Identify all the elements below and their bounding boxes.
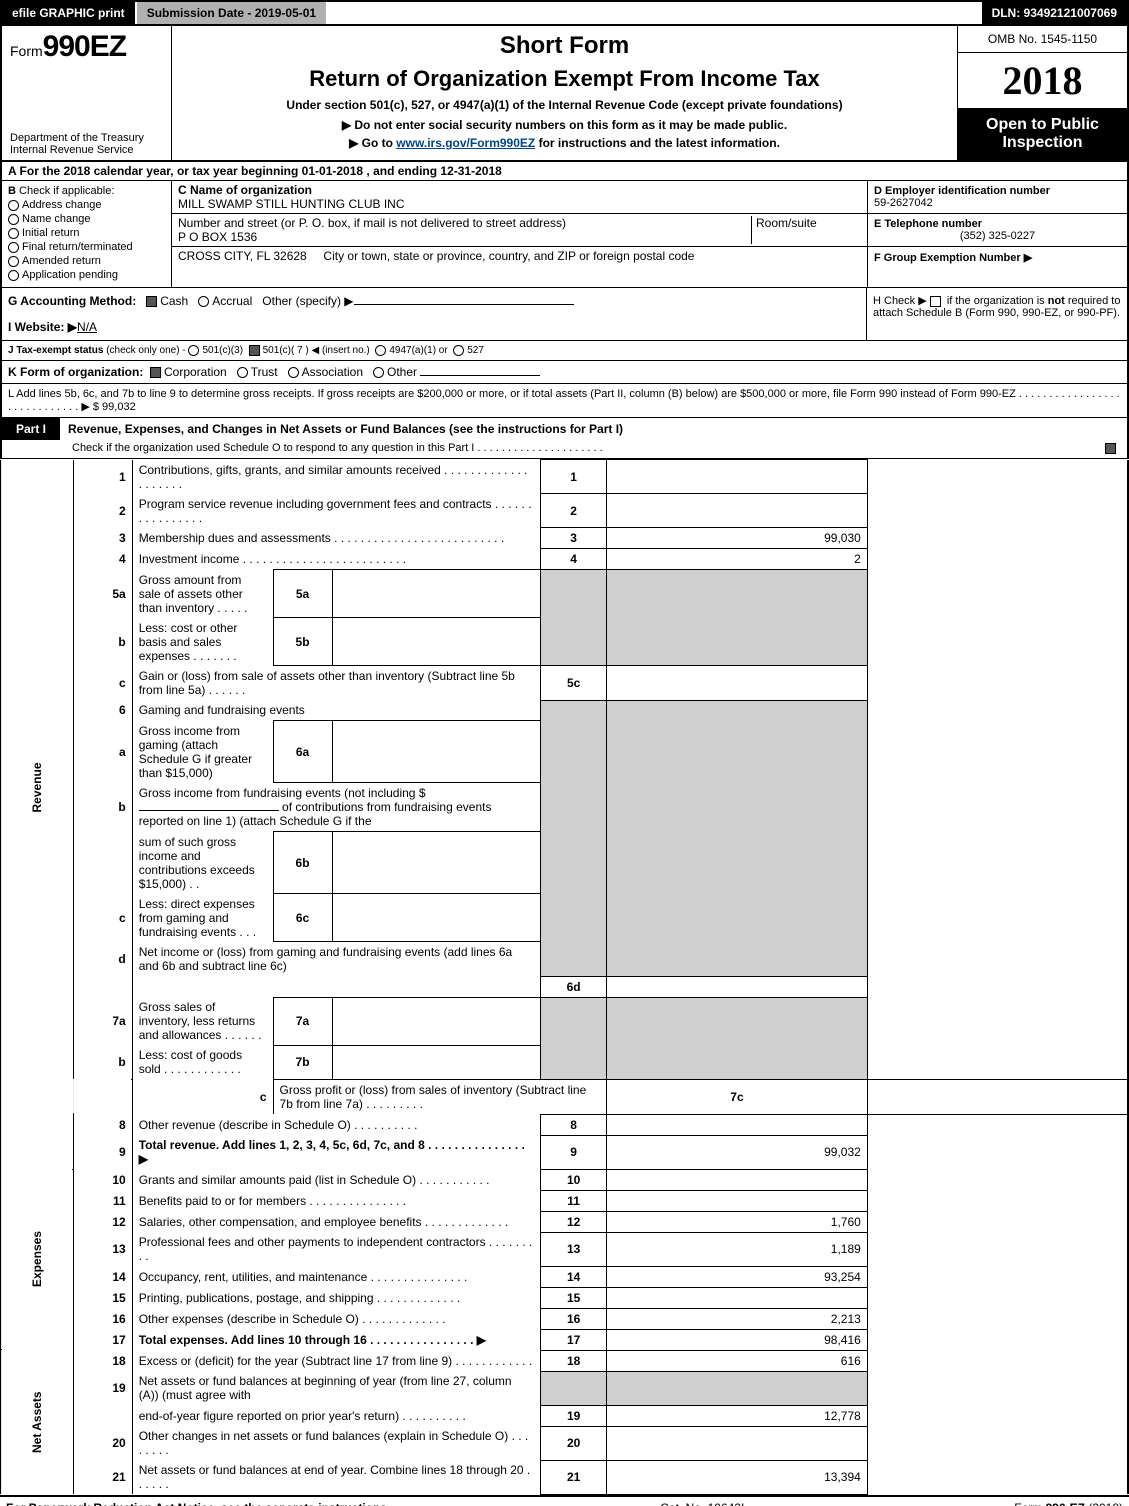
j-501c3-radio[interactable] [188,345,199,356]
form-header: Form990EZ Department of the Treasury Int… [0,26,1129,162]
omb-number: OMB No. 1545-1150 [958,26,1127,53]
row-a-tax-year: A For the 2018 calendar year, or tax yea… [0,162,1129,181]
city-value: CROSS CITY, FL 32628 [178,249,307,263]
line-1-val [607,460,868,494]
line-17-val: 98,416 [607,1329,868,1350]
form-title: Return of Organization Exempt From Incom… [182,66,947,92]
paperwork-notice: For Paperwork Reduction Act Notice, see … [6,1501,390,1506]
accrual-checkbox[interactable] [198,296,209,307]
part-1-title: Revenue, Expenses, and Changes in Net As… [60,418,1127,440]
address-change-checkbox[interactable] [8,200,19,211]
form-number: Form990EZ [10,30,163,64]
line-1-no: 1 [73,460,132,494]
row-j-tax-exempt: J Tax-exempt status (check only one) - 5… [0,341,1129,361]
part-1-header: Part I Revenue, Expenses, and Changes in… [0,418,1129,440]
line-14-val: 93,254 [607,1266,868,1287]
row-k-org-form: K Form of organization: Corporation Trus… [0,361,1129,384]
revenue-side-label: Revenue [1,460,73,1115]
tax-year: 2018 [958,53,1127,108]
line-9-val: 99,032 [607,1135,868,1169]
line-16-val: 2,213 [607,1308,868,1329]
ein-value: 59-2627042 [874,197,1121,209]
org-name: MILL SWAMP STILL HUNTING CLUB INC [178,197,861,211]
part-1-subtitle: Check if the organization used Schedule … [0,440,1129,459]
open-to-public: Open to PublicInspection [958,108,1127,160]
goto-instructions: ▶ Go to www.irs.gov/Form990EZ for instru… [182,136,947,150]
h-checkbox[interactable] [930,296,941,307]
k-other-checkbox[interactable] [373,367,384,378]
line-3-val: 99,030 [607,528,868,549]
room-suite-label: Room/suite [751,216,861,244]
schedule-o-checkbox[interactable] [1105,443,1116,454]
expenses-side-label: Expenses [1,1169,73,1350]
c-name-label: C Name of organization [178,183,861,197]
website-value: N/A [77,320,97,334]
dln-label: DLN: 93492121007069 [982,2,1127,24]
submission-date-label: Submission Date - 2019-05-01 [137,2,328,24]
efile-print-button[interactable]: efile GRAPHIC print [2,2,137,24]
page-footer: For Paperwork Reduction Act Notice, see … [0,1495,1129,1506]
part-1-tag: Part I [2,418,60,440]
line-4-val: 2 [607,549,868,570]
j-501c-radio[interactable] [249,345,260,356]
phone-value: (352) 325-0227 [874,230,1121,242]
netassets-side-label: Net Assets [1,1350,73,1494]
k-trust-checkbox[interactable] [237,367,248,378]
h-schedule-b: H Check ▶ if the organization is not req… [867,288,1127,340]
k-corp-checkbox[interactable] [150,367,161,378]
e-phone-label: E Telephone number [874,218,1121,230]
address-value: P O BOX 1536 [178,230,751,244]
irs-link[interactable]: www.irs.gov/Form990EZ [396,136,535,150]
form-ref: Form 990-EZ (2018) [1014,1501,1123,1506]
row-g-h: G Accounting Method: Cash Accrual Other … [0,288,1129,341]
line-13-val: 1,189 [607,1232,868,1266]
f-group-exemption-label: F Group Exemption Number ▶ [874,251,1121,264]
line-21-val: 13,394 [607,1460,868,1494]
k-assoc-checkbox[interactable] [288,367,299,378]
department-label: Department of the Treasury Internal Reve… [10,120,163,156]
row-l-gross-receipts: L Add lines 5b, 6c, and 7b to line 9 to … [0,384,1129,418]
name-change-checkbox[interactable] [8,214,19,225]
line-18-val: 616 [607,1350,868,1371]
short-form-title: Short Form [182,32,947,60]
final-return-checkbox[interactable] [8,242,19,253]
j-4947-radio[interactable] [375,345,386,356]
cash-checkbox[interactable] [146,296,157,307]
line-19-val: 12,778 [607,1405,868,1426]
line-1-desc: Contributions, gifts, grants, and simila… [132,460,540,494]
cat-no: Cat. No. 10642I [660,1501,744,1506]
j-527-radio[interactable] [453,345,464,356]
city-label: City or town, state or province, country… [323,249,694,263]
initial-return-checkbox[interactable] [8,228,19,239]
line-12-val: 1,760 [607,1211,868,1232]
d-ein-label: D Employer identification number [874,185,1121,197]
line-1-num: 1 [541,460,607,494]
top-bar: efile GRAPHIC print Submission Date - 20… [0,0,1129,26]
address-label: Number and street (or P. O. box, if mail… [178,216,751,230]
part-1-table: Revenue 1 Contributions, gifts, grants, … [0,459,1129,1495]
under-section: Under section 501(c), 527, or 4947(a)(1)… [182,98,947,112]
ssn-warning: ▶ Do not enter social security numbers o… [182,118,947,132]
amended-return-checkbox[interactable] [8,256,19,267]
application-pending-checkbox[interactable] [8,270,19,281]
section-b: B Check if applicable: Address change Na… [0,181,1129,288]
